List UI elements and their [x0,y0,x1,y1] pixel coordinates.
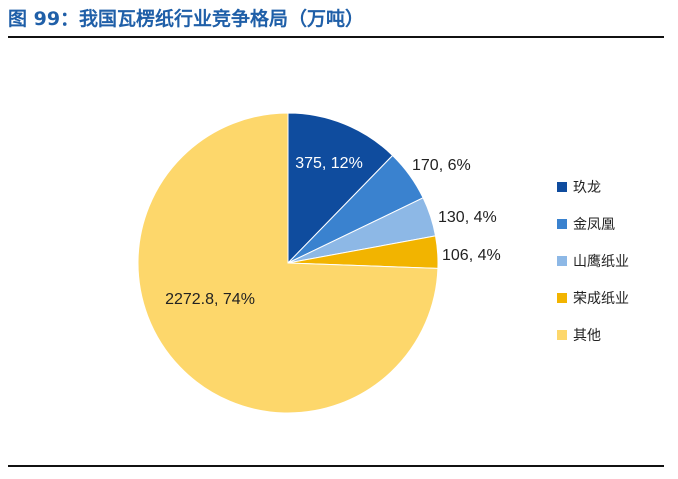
top-rule [8,36,664,38]
legend-label: 金凤凰 [573,216,615,232]
bottom-rule [8,465,664,467]
legend-label: 荣成纸业 [573,290,629,306]
legend-swatch [557,182,567,192]
slice-data-label: 106, 4% [442,247,501,264]
legend-label: 山鹰纸业 [573,253,629,269]
pie-slice [287,112,394,265]
slice-data-label: 375, 12% [295,155,363,172]
legend-swatch [557,293,567,303]
legend-swatch [557,219,567,229]
slice-data-label: 130, 4% [438,209,497,226]
legend-swatch [557,330,567,340]
legend-swatch [557,256,567,266]
legend-label: 玖龙 [573,179,601,195]
slice-data-label: 170, 6% [412,157,471,174]
figure-title: 图 99：我国瓦楞纸行业竞争格局（万吨） [8,8,365,30]
pie-slice [137,112,439,414]
legend-label: 其他 [573,327,601,343]
slice-data-label: 2272.8, 74% [165,291,255,308]
